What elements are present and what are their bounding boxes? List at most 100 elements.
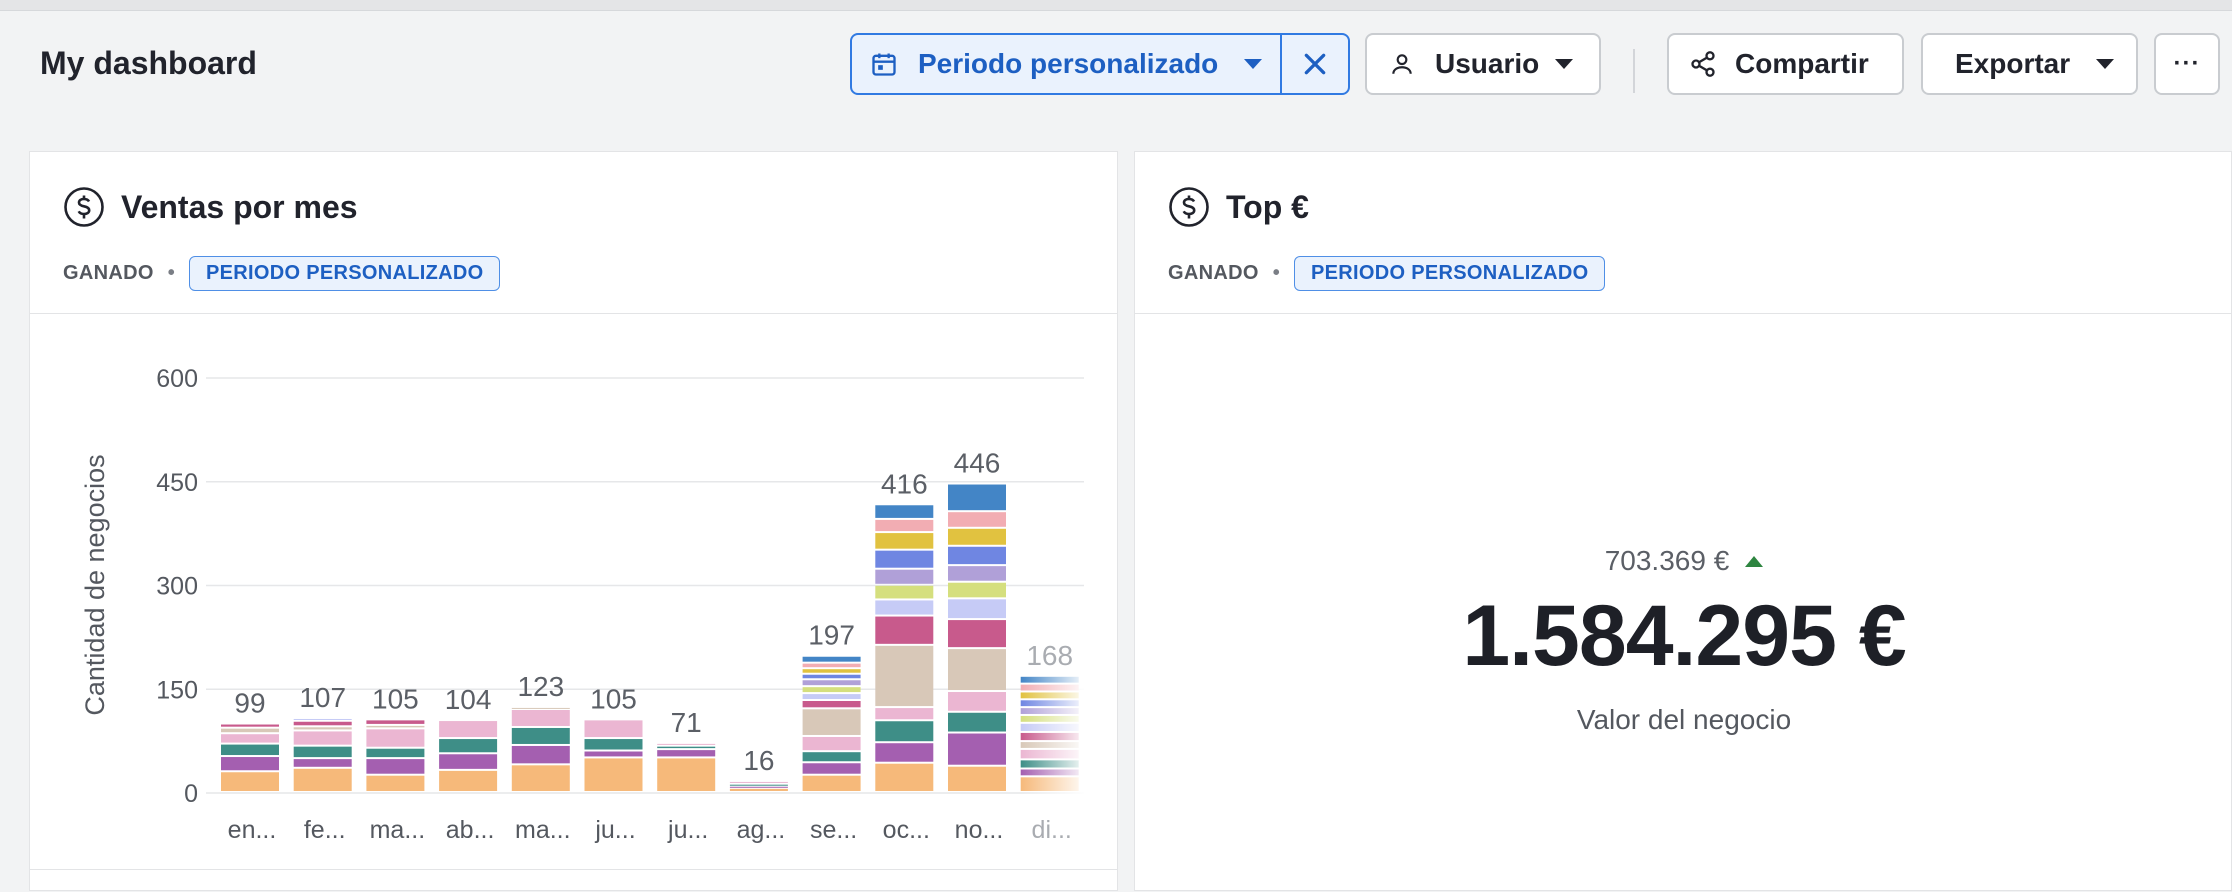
close-icon — [1304, 53, 1326, 75]
bar-segment — [802, 680, 861, 686]
meta-separator-dot: • — [167, 262, 175, 284]
bar-segment — [875, 600, 934, 615]
data-label: 446 — [954, 448, 1001, 479]
toolbar-separator — [1633, 49, 1635, 93]
bar-segment — [293, 746, 352, 758]
sales-by-month-card[interactable]: Ventas por mes GANADO • PERIODO PERSONAL… — [29, 151, 1118, 891]
bar-segment — [802, 656, 861, 662]
trend-up-icon — [1745, 555, 1764, 567]
bar-segment — [584, 720, 643, 738]
bar-segment — [366, 725, 425, 728]
bar-segment — [875, 645, 934, 707]
bar-segment — [802, 775, 861, 791]
bar-segment — [511, 727, 570, 744]
bar-segment — [802, 763, 861, 774]
bar-segment — [584, 739, 643, 750]
bar-segment — [948, 733, 1006, 765]
bar-segment — [221, 724, 279, 727]
x-tick-label: en... — [228, 816, 277, 844]
x-tick-label: oc... — [883, 816, 930, 844]
dollar-icon — [1169, 187, 1209, 227]
bar-segment — [657, 750, 716, 757]
data-label: 123 — [517, 671, 564, 702]
data-label: 416 — [881, 468, 928, 499]
card-divider — [1135, 313, 2231, 314]
share-label: Compartir — [1735, 48, 1869, 79]
sales-bar-chart[interactable]: 0 150 300 450 600 Cantidad de negocios 99 en...… — [30, 152, 1119, 892]
bar-segment — [802, 709, 861, 735]
x-tick-label: ag... — [737, 816, 786, 844]
bar-segment — [948, 566, 1006, 581]
bar-segment — [802, 663, 861, 668]
export-button[interactable]: Exportar — [1921, 33, 2138, 95]
top-value-card[interactable]: Top € GANADO • PERIODO PERSONALIZADO 703… — [1134, 151, 2232, 891]
bar-segment — [293, 718, 352, 720]
x-tick-label: ju... — [594, 816, 635, 844]
bar-segment — [802, 736, 861, 751]
card-header: Ventas por mes — [63, 186, 358, 228]
y-tick-label: 150 — [156, 676, 198, 704]
bar-segment — [802, 674, 861, 679]
bar-segment — [948, 649, 1006, 691]
bar-segment — [439, 754, 498, 769]
y-tick-label: 600 — [156, 365, 198, 393]
x-tick-label: di... — [1032, 816, 1072, 844]
meta-separator-dot: • — [1272, 262, 1280, 284]
period-tag: PERIODO PERSONALIZADO — [1294, 256, 1606, 291]
bar-segment — [875, 743, 934, 762]
bar-segment — [802, 701, 861, 708]
bar-segment — [875, 569, 934, 584]
share-button[interactable]: Compartir — [1667, 33, 1904, 95]
kpi-label: Valor del negocio — [1576, 704, 1792, 735]
bar-segment — [511, 710, 570, 726]
bar-segment — [293, 727, 352, 730]
bar-segment — [221, 744, 279, 756]
clear-period-button[interactable] — [1280, 35, 1348, 93]
more-options-button[interactable]: ··· — [2154, 33, 2220, 95]
card-meta: GANADO • PERIODO PERSONALIZADO — [63, 256, 501, 291]
bar-segment — [875, 505, 934, 518]
bar-fade-overlay — [1020, 674, 1085, 795]
period-filter-button[interactable]: Periodo personalizado — [852, 35, 1280, 93]
bar-segment — [511, 707, 570, 709]
bar-segment — [948, 766, 1006, 791]
bar-segment — [511, 745, 570, 764]
bar-segment — [729, 786, 788, 788]
bar-segment — [366, 720, 425, 724]
data-label: 16 — [743, 745, 774, 776]
data-label: 105 — [372, 683, 419, 714]
dollar-icon — [64, 187, 104, 227]
bar-segment — [657, 743, 716, 745]
data-label: 71 — [671, 707, 702, 738]
bar-segment — [875, 616, 934, 644]
bar-segment — [875, 519, 934, 532]
card-divider — [30, 313, 1117, 314]
bar-segment — [875, 708, 934, 720]
data-label: 107 — [299, 682, 346, 713]
card-title: Ventas por mes — [121, 188, 358, 225]
data-label: 197 — [808, 620, 855, 651]
bar-segment — [948, 712, 1006, 732]
bar-segment — [948, 484, 1006, 511]
x-tick-label: no... — [955, 816, 1004, 844]
bar-segment — [802, 694, 861, 700]
card-bottom-divider — [30, 869, 1117, 870]
chevron-down-icon — [2096, 59, 2115, 69]
bar-segment — [439, 739, 498, 753]
dashboard-header: My dashboard Periodo personalizado Us — [0, 11, 2232, 126]
card-header: Top € — [1168, 186, 1309, 228]
x-tick-label: ju... — [667, 816, 708, 844]
user-filter-button[interactable]: Usuario — [1365, 33, 1601, 95]
chevron-down-icon — [1244, 59, 1263, 69]
x-tick-label: ma... — [370, 816, 426, 844]
data-label: 104 — [445, 684, 492, 715]
bar-segment — [293, 759, 352, 767]
bar-segment — [948, 546, 1006, 565]
bar-segment — [657, 746, 716, 749]
bar-segment — [439, 770, 498, 791]
previous-period-value: 703.369 € — [1135, 545, 2232, 577]
bar-segment — [221, 734, 279, 743]
user-filter-label: Usuario — [1435, 48, 1540, 79]
y-tick-label: 0 — [184, 780, 198, 808]
bar-segment — [948, 582, 1006, 598]
